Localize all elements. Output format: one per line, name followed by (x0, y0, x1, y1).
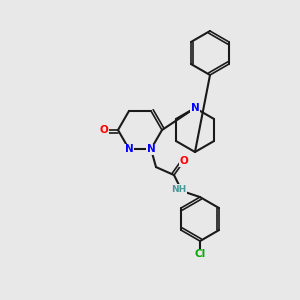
Text: N: N (190, 103, 200, 113)
Text: Cl: Cl (194, 249, 206, 259)
Text: O: O (180, 156, 188, 166)
Text: N: N (124, 144, 134, 154)
Text: N: N (147, 144, 155, 154)
Text: O: O (100, 125, 108, 135)
Text: NH: NH (171, 184, 187, 194)
